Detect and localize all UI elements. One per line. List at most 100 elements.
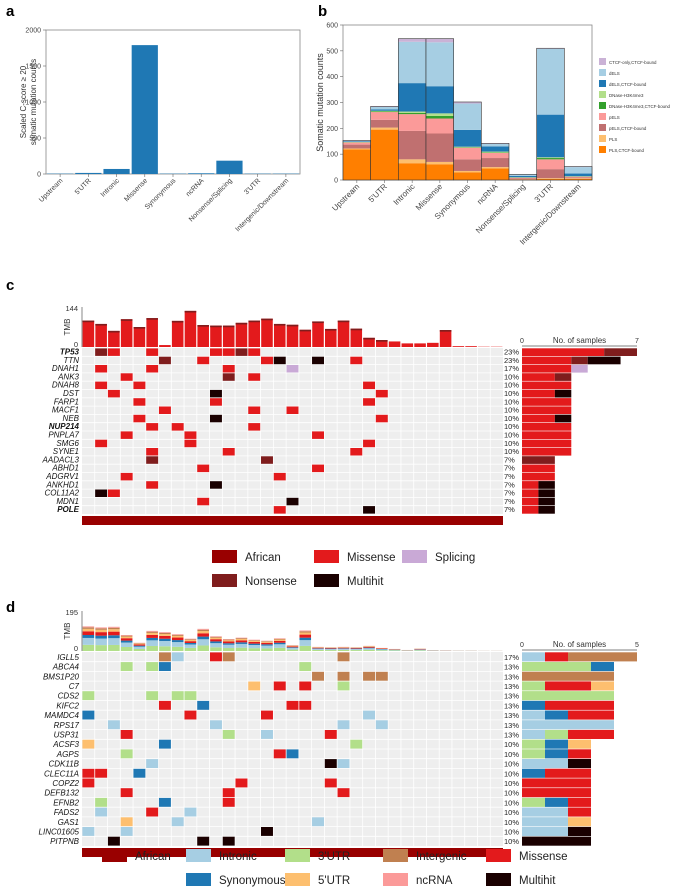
tmb-bar-top bbox=[299, 329, 312, 332]
mutation-cell bbox=[222, 373, 235, 381]
mutation-cell bbox=[171, 652, 184, 662]
tmb-bar bbox=[235, 322, 248, 347]
stacked-bar-segment bbox=[398, 112, 426, 115]
sample-bar-segment bbox=[522, 472, 555, 481]
sample-bar-segment bbox=[522, 406, 572, 415]
mutation-cell bbox=[95, 381, 108, 390]
legend-swatch bbox=[599, 113, 606, 120]
gene-label: COPZ2 bbox=[52, 779, 79, 788]
gene-pct: 13% bbox=[504, 663, 519, 672]
mutation-cell bbox=[286, 749, 299, 759]
legend-label: Splicing bbox=[435, 552, 475, 564]
x-tick-label: Intronic bbox=[100, 177, 122, 199]
tmb-bar-segment bbox=[171, 637, 184, 641]
mutation-cell bbox=[184, 439, 197, 448]
mutation-cell bbox=[146, 691, 159, 701]
stacked-bar-segment bbox=[536, 169, 565, 179]
tmb-bar bbox=[171, 320, 184, 347]
stacked-bar-segment bbox=[481, 152, 509, 159]
sample-bar-segment bbox=[522, 749, 545, 759]
tmb-bar-segment bbox=[299, 645, 312, 651]
tmb-bar bbox=[312, 321, 324, 347]
tmb-bar-segment bbox=[286, 647, 299, 648]
tmb-bar-segment bbox=[414, 650, 426, 651]
gene-label: RPS17 bbox=[54, 721, 80, 730]
gene-pct: 7% bbox=[504, 480, 515, 489]
y-tick-label: 2000 bbox=[25, 28, 41, 35]
mutation-cell bbox=[286, 497, 299, 506]
stacked-bar-segment bbox=[398, 41, 426, 84]
mutation-cell bbox=[273, 749, 286, 759]
x-tick-label: Nonsense/Splicing bbox=[474, 182, 527, 235]
sample-bar-segment bbox=[568, 739, 591, 749]
sample-bar-segment bbox=[538, 497, 555, 506]
tmb-bar-segment bbox=[210, 641, 222, 644]
tmb-bar-segment bbox=[82, 637, 95, 645]
tmb-bar-segment bbox=[235, 642, 248, 644]
samples-tick: 0 bbox=[520, 642, 524, 649]
sample-bar-segment bbox=[522, 489, 539, 498]
mutation-cell bbox=[184, 710, 197, 720]
tmb-bar-segment bbox=[184, 639, 197, 642]
legend-label: pELS bbox=[609, 115, 620, 120]
tmb-bar-segment bbox=[133, 644, 146, 646]
tmb-bar-segment bbox=[146, 640, 158, 646]
mutation-cell bbox=[337, 681, 350, 691]
tmb-bar-top bbox=[197, 325, 209, 327]
tmb-bar-top bbox=[248, 320, 261, 323]
gene-pct: 23% bbox=[504, 356, 519, 365]
mutation-cell bbox=[261, 456, 273, 464]
mutation-cell bbox=[222, 652, 235, 662]
legend-label: CTCF-only,CTCF-bound bbox=[609, 60, 657, 65]
sample-bar-segment bbox=[591, 662, 614, 672]
tmb-bar-segment bbox=[337, 647, 350, 649]
tmb-bar-segment bbox=[120, 640, 133, 643]
y-tick-label: 0 bbox=[37, 172, 41, 179]
y-tick-label: 200 bbox=[326, 126, 338, 133]
legend-swatch bbox=[486, 849, 511, 862]
mutation-cell bbox=[82, 691, 95, 701]
sample-bar-segment bbox=[568, 759, 591, 769]
stacked-bar-segment bbox=[564, 178, 592, 180]
gene-pct: 13% bbox=[504, 731, 519, 740]
mutation-cell bbox=[120, 431, 133, 439]
gene-label: ADGRV1 bbox=[45, 472, 79, 481]
mutation-cell bbox=[337, 652, 350, 662]
tmb-tick-zero: 0 bbox=[74, 644, 78, 653]
tmb-bar-segment bbox=[95, 635, 107, 639]
tmb-bar-segment bbox=[248, 645, 261, 649]
tmb-bar bbox=[222, 325, 235, 347]
mutation-cell bbox=[82, 778, 95, 788]
tmb-bar-segment bbox=[108, 644, 120, 651]
gene-label: ANKHD1 bbox=[46, 480, 79, 489]
legend-label: Missense bbox=[519, 851, 568, 863]
mutation-cell bbox=[209, 414, 222, 423]
gene-pct: 13% bbox=[504, 701, 519, 710]
tmb-bar-segment bbox=[197, 629, 209, 632]
legend-swatch bbox=[599, 80, 606, 87]
tmb-bar-segment bbox=[261, 648, 273, 651]
legend-swatch bbox=[383, 849, 408, 862]
gene-label: SMG6 bbox=[56, 439, 79, 448]
stacked-bar-segment bbox=[536, 158, 565, 160]
tmb-bar-segment bbox=[197, 628, 209, 630]
mutation-cell bbox=[197, 497, 210, 506]
sample-bar-segment bbox=[522, 817, 568, 827]
mutation-cell bbox=[95, 807, 108, 817]
tmb-bar-segment bbox=[95, 632, 107, 636]
stacked-bar-segment bbox=[509, 174, 537, 176]
legend-swatch bbox=[599, 58, 606, 65]
gene-label: CDS2 bbox=[58, 692, 80, 701]
tmb-bar bbox=[465, 346, 477, 347]
gene-label: TTN bbox=[63, 356, 79, 365]
tmb-bar-segment bbox=[286, 646, 299, 648]
stacked-bar-segment bbox=[481, 168, 509, 180]
sample-bar-segment bbox=[522, 389, 555, 398]
legend-swatch bbox=[402, 550, 427, 563]
legend-swatch bbox=[186, 849, 211, 862]
tmb-bar-segment bbox=[248, 648, 261, 651]
gene-label: BMS1P20 bbox=[43, 672, 80, 681]
mutation-cell bbox=[158, 700, 171, 710]
tmb-bar-segment bbox=[350, 649, 363, 651]
tmb-bar-segment bbox=[273, 647, 286, 651]
